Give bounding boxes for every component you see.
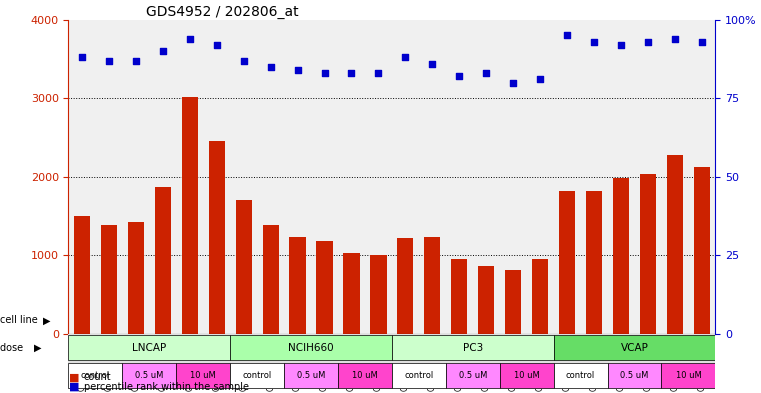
FancyBboxPatch shape bbox=[338, 363, 392, 387]
Point bbox=[345, 70, 358, 76]
FancyBboxPatch shape bbox=[553, 335, 715, 360]
Point bbox=[237, 57, 250, 64]
Point bbox=[696, 39, 708, 45]
FancyBboxPatch shape bbox=[177, 363, 230, 387]
FancyBboxPatch shape bbox=[446, 363, 500, 387]
Bar bbox=[209, 141, 224, 334]
FancyBboxPatch shape bbox=[68, 335, 230, 360]
Text: 10 uM: 10 uM bbox=[514, 371, 540, 380]
Text: control: control bbox=[404, 371, 434, 380]
Text: control: control bbox=[81, 371, 110, 380]
Point bbox=[426, 61, 438, 67]
Text: 10 uM: 10 uM bbox=[676, 371, 702, 380]
Bar bbox=[532, 259, 548, 334]
Bar bbox=[694, 167, 710, 334]
FancyBboxPatch shape bbox=[284, 363, 338, 387]
FancyBboxPatch shape bbox=[230, 363, 284, 387]
Bar bbox=[640, 174, 656, 334]
Text: 10 uM: 10 uM bbox=[190, 371, 216, 380]
Text: 10 uM: 10 uM bbox=[352, 371, 378, 380]
Text: ■: ■ bbox=[68, 372, 79, 382]
Point bbox=[157, 48, 169, 54]
FancyBboxPatch shape bbox=[392, 335, 553, 360]
Text: control: control bbox=[243, 371, 272, 380]
Text: 0.5 uM: 0.5 uM bbox=[297, 371, 325, 380]
Point bbox=[669, 35, 681, 42]
Bar bbox=[613, 178, 629, 334]
Bar bbox=[343, 253, 359, 334]
Text: 0.5 uM: 0.5 uM bbox=[135, 371, 164, 380]
FancyBboxPatch shape bbox=[68, 363, 123, 387]
Point bbox=[183, 35, 196, 42]
Point bbox=[534, 76, 546, 83]
FancyBboxPatch shape bbox=[123, 363, 177, 387]
Text: ■: ■ bbox=[68, 382, 79, 392]
Text: dose: dose bbox=[0, 343, 26, 353]
Bar bbox=[667, 155, 683, 334]
Point bbox=[291, 67, 304, 73]
Bar bbox=[478, 266, 495, 334]
Text: ▶: ▶ bbox=[33, 343, 41, 353]
Point bbox=[372, 70, 384, 76]
FancyBboxPatch shape bbox=[607, 363, 661, 387]
Text: VCAP: VCAP bbox=[620, 343, 648, 353]
Point bbox=[507, 79, 519, 86]
Bar bbox=[182, 97, 198, 334]
Point bbox=[454, 73, 466, 79]
Point bbox=[211, 42, 223, 48]
Bar bbox=[586, 191, 602, 334]
Text: PC3: PC3 bbox=[463, 343, 483, 353]
Text: 0.5 uM: 0.5 uM bbox=[620, 371, 648, 380]
Text: count: count bbox=[84, 372, 111, 382]
Bar bbox=[100, 225, 117, 334]
Point bbox=[480, 70, 492, 76]
Bar bbox=[371, 255, 387, 334]
FancyBboxPatch shape bbox=[661, 363, 715, 387]
Bar bbox=[154, 187, 171, 334]
Bar bbox=[74, 216, 90, 334]
FancyBboxPatch shape bbox=[230, 335, 392, 360]
FancyBboxPatch shape bbox=[392, 363, 446, 387]
Bar bbox=[451, 259, 467, 334]
Bar bbox=[289, 237, 306, 334]
FancyBboxPatch shape bbox=[500, 363, 553, 387]
Bar bbox=[559, 191, 575, 334]
Point bbox=[265, 64, 277, 70]
Text: percentile rank within the sample: percentile rank within the sample bbox=[84, 382, 249, 392]
Point bbox=[400, 54, 412, 61]
Text: NCIH660: NCIH660 bbox=[288, 343, 334, 353]
FancyBboxPatch shape bbox=[553, 363, 607, 387]
Bar bbox=[263, 225, 279, 334]
Bar bbox=[397, 238, 413, 334]
Text: control: control bbox=[566, 371, 595, 380]
Bar bbox=[128, 222, 144, 334]
Text: LNCAP: LNCAP bbox=[132, 343, 167, 353]
Text: ▶: ▶ bbox=[43, 315, 51, 325]
Point bbox=[76, 54, 88, 61]
Bar bbox=[505, 270, 521, 334]
Bar bbox=[236, 200, 252, 334]
Point bbox=[561, 32, 573, 39]
Point bbox=[615, 42, 627, 48]
Text: 0.5 uM: 0.5 uM bbox=[459, 371, 487, 380]
Point bbox=[103, 57, 115, 64]
Bar bbox=[424, 237, 441, 334]
Point bbox=[318, 70, 330, 76]
Text: cell line: cell line bbox=[0, 315, 41, 325]
Point bbox=[588, 39, 600, 45]
Point bbox=[642, 39, 654, 45]
Bar bbox=[317, 241, 333, 334]
Point bbox=[130, 57, 142, 64]
Text: GDS4952 / 202806_at: GDS4952 / 202806_at bbox=[146, 5, 299, 18]
